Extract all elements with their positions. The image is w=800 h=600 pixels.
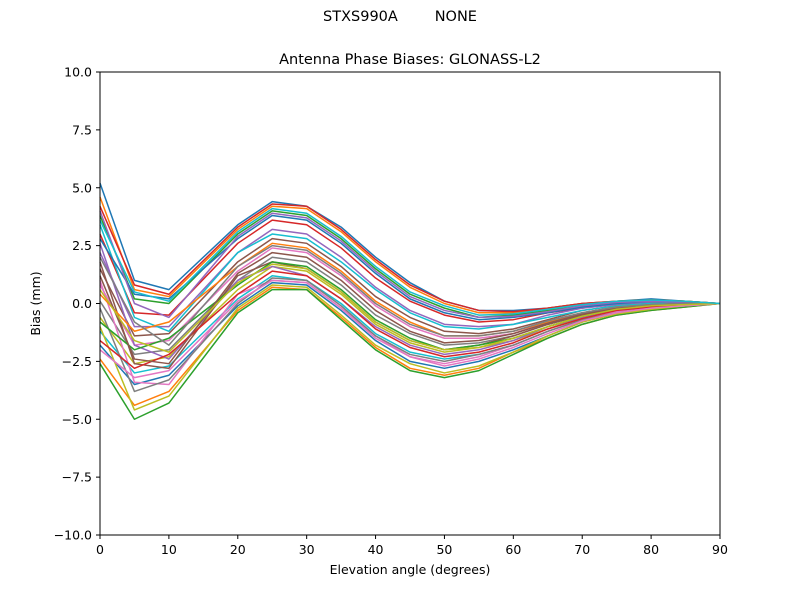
- x-tick-label: 70: [574, 542, 590, 557]
- y-tick-label: 0.0: [72, 296, 92, 311]
- series-line-26: [99, 251, 720, 365]
- series-line-28: [99, 244, 720, 346]
- y-tick-label: 2.5: [72, 238, 92, 253]
- series-line-2: [99, 196, 721, 314]
- series-line-17: [99, 279, 721, 386]
- series-line-25: [99, 210, 721, 319]
- y-tick-label: 10.0: [64, 65, 92, 80]
- series-line-19: [99, 284, 721, 411]
- x-tick-label: 10: [161, 542, 177, 557]
- x-tick-label: 20: [230, 542, 246, 557]
- x-tick-label: 40: [368, 542, 384, 557]
- x-axis-label: Elevation angle (degrees): [330, 562, 491, 577]
- y-tick-label: −10.0: [54, 528, 92, 543]
- series-line-29: [99, 263, 721, 353]
- y-tick-label: −5.0: [62, 412, 92, 427]
- series-line-21: [99, 214, 721, 321]
- y-tick-label: 7.5: [72, 122, 92, 137]
- x-tick-label: 0: [96, 542, 104, 557]
- figure-suptitle: STXS990A NONE: [323, 9, 477, 25]
- x-tick-label: 90: [712, 542, 728, 557]
- x-tick-label: 50: [436, 542, 452, 557]
- chart-title: Antenna Phase Biases: GLONASS-L2: [279, 52, 541, 68]
- series-line-20: [99, 224, 720, 333]
- y-tick-label: −2.5: [62, 354, 92, 369]
- y-tick-label: 5.0: [72, 180, 92, 195]
- y-axis: −10.0 −7.5 −5.0 −2.5 0.0 2.5 5.0 7.5 10.0: [54, 65, 100, 543]
- series-line-30: [99, 207, 721, 316]
- y-axis-label: Bias (mm): [28, 271, 43, 335]
- series-line-14: [99, 203, 721, 313]
- series-layer: [99, 182, 721, 420]
- series-line-13: [99, 288, 721, 420]
- x-tick-label: 80: [643, 542, 659, 557]
- x-tick-label: 30: [299, 542, 315, 557]
- series-line-24: [99, 270, 721, 370]
- series-line-9: [99, 265, 721, 365]
- x-tick-label: 60: [505, 542, 521, 557]
- y-tick-label: −7.5: [62, 470, 92, 485]
- x-axis: 0 10 20 30 40 50 60 70 80 90: [96, 535, 728, 557]
- series-line-27: [99, 279, 721, 379]
